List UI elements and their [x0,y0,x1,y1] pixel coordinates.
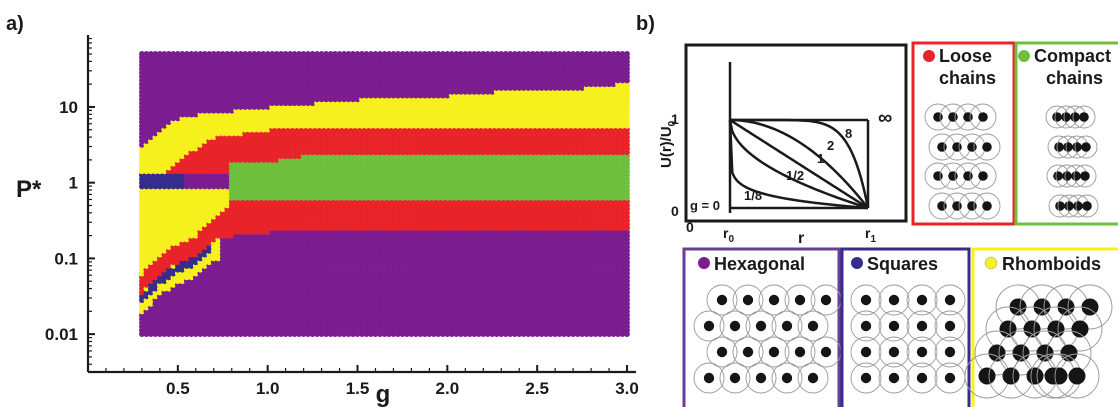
phase-points [139,51,630,338]
panel-a-label: a) [6,13,24,35]
phase-point [156,51,163,57]
phase-point [197,51,204,57]
phase-point [188,51,195,57]
phase-point [179,51,186,57]
panel-b-label: b) [636,13,655,35]
phase-point [152,51,159,57]
phase-point [161,51,168,57]
phase-point [147,51,154,57]
phase-point [165,51,172,57]
phase-point [139,51,145,57]
phase-point [201,51,208,57]
phase-point [170,51,177,57]
phase-point [143,51,150,57]
phase-point [183,51,190,57]
phase-point [174,51,181,57]
phase-point [192,51,199,57]
